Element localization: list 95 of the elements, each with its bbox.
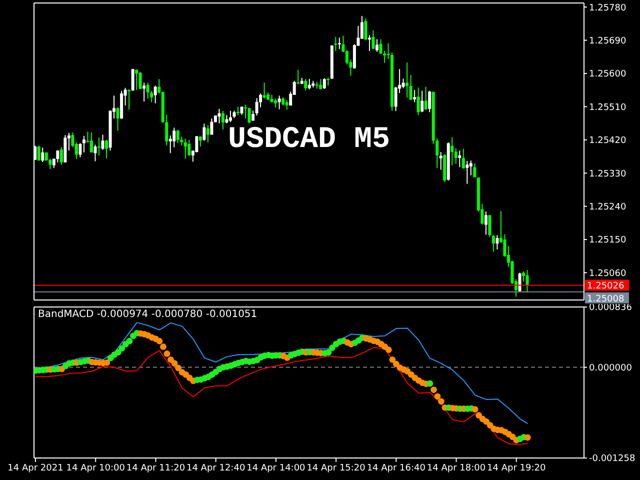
- y-tick-label: 1.25510: [589, 102, 626, 113]
- candlestick: [176, 129, 180, 144]
- candlestick: [462, 148, 465, 170]
- candlestick: [488, 214, 492, 238]
- candlestick: [368, 34, 371, 52]
- candlestick: [135, 68, 138, 91]
- candlestick: [244, 104, 248, 119]
- candlestick: [372, 30, 375, 50]
- candlestick: [496, 234, 499, 250]
- candlestick: [131, 68, 134, 92]
- candlestick: [319, 78, 322, 90]
- y-tick-label: 0.000000: [589, 363, 632, 374]
- candlestick: [97, 137, 100, 156]
- ref-line-label: 1.25026: [587, 282, 624, 292]
- candlestick: [221, 110, 224, 130]
- x-tick-label: 14 Apr 10:00: [66, 463, 126, 474]
- candlestick: [458, 150, 462, 168]
- candlestick: [334, 36, 338, 52]
- x-tick-label: 14 Apr 14:00: [246, 463, 306, 474]
- candlestick: [78, 142, 82, 158]
- candlestick: [428, 90, 432, 113]
- candlestick: [195, 136, 198, 153]
- candlestick: [473, 162, 476, 178]
- candlestick: [484, 210, 488, 236]
- x-tick-label: 14 Apr 15:20: [306, 463, 366, 474]
- candlestick: [402, 78, 405, 89]
- candlestick: [248, 107, 251, 124]
- candlestick: [420, 90, 424, 113]
- candlestick: [116, 106, 120, 132]
- candlestick: [188, 139, 191, 156]
- chart-title: BandMACD -0.000974 -0.000780 -0.001051: [38, 309, 258, 320]
- candlestick: [296, 69, 300, 85]
- candlestick: [228, 110, 232, 123]
- candlestick: [60, 146, 63, 166]
- y-tick-label: 1.25150: [589, 236, 626, 246]
- candlestick: [278, 95, 281, 110]
- candlestick: [526, 270, 529, 294]
- candlestick: [202, 123, 206, 142]
- y-tick-label: 1.25330: [589, 169, 626, 180]
- candlestick: [454, 148, 458, 164]
- candlestick: [409, 74, 412, 101]
- candlestick: [375, 38, 378, 52]
- text: USDCAD M5: [226, 123, 392, 157]
- candlestick: [416, 86, 420, 116]
- candlestick: [198, 136, 202, 148]
- candlestick: [218, 108, 221, 124]
- candlestick: [469, 160, 472, 176]
- candlestick: [466, 160, 469, 184]
- candlestick: [82, 135, 86, 153]
- y-tick-label: 1.25240: [589, 202, 626, 212]
- x-tick-label: 14 Apr 11:20: [126, 463, 186, 474]
- y-tick-label: 1.25600: [589, 70, 626, 80]
- y-tick-label: -0.001258: [589, 454, 636, 464]
- candlestick: [128, 88, 131, 110]
- y-tick-label: 1.25060: [589, 268, 626, 279]
- y-tick-label: 1.25420: [589, 136, 626, 146]
- candlestick: [492, 234, 495, 252]
- candlestick: [285, 100, 288, 110]
- candlestick: [105, 139, 108, 159]
- candlestick: [168, 134, 172, 154]
- candlestick: [364, 18, 368, 40]
- candlestick: [413, 90, 416, 103]
- candlestick: [262, 82, 266, 100]
- ref-line-label: 1.25008: [587, 294, 624, 304]
- candlestick: [154, 85, 157, 104]
- candlestick: [206, 124, 210, 143]
- candlestick: [94, 144, 97, 162]
- candlestick: [184, 138, 187, 160]
- x-tick-label: 14 Apr 16:40: [366, 463, 426, 474]
- candlestick: [146, 82, 150, 100]
- candlestick: [406, 62, 409, 98]
- candlestick: [424, 86, 428, 110]
- candlestick: [37, 145, 40, 162]
- y-tick-label: 1.25780: [589, 3, 626, 14]
- candlestick: [450, 136, 454, 166]
- candlestick: [138, 71, 142, 90]
- candlestick: [56, 150, 60, 163]
- candlestick: [304, 78, 308, 91]
- x-tick-label: 14 Apr 12:40: [186, 463, 246, 474]
- candlestick: [522, 270, 526, 282]
- candlestick: [322, 78, 326, 90]
- candlestick: [41, 147, 44, 163]
- candlestick: [439, 152, 442, 170]
- candlestick: [338, 37, 341, 50]
- y-tick-label: 1.25690: [589, 36, 626, 46]
- candlestick: [210, 118, 214, 136]
- x-tick-label: 14 Apr 19:20: [487, 463, 546, 474]
- candlestick: [90, 132, 93, 153]
- candlestick: [518, 272, 522, 292]
- candlestick: [308, 78, 311, 90]
- candlestick: [142, 82, 146, 102]
- x-tick-label: 14 Apr 18:00: [426, 463, 486, 474]
- candlestick: [255, 98, 258, 116]
- x-tick-label: 14 Apr 2021: [8, 463, 64, 474]
- candlestick: [101, 134, 104, 150]
